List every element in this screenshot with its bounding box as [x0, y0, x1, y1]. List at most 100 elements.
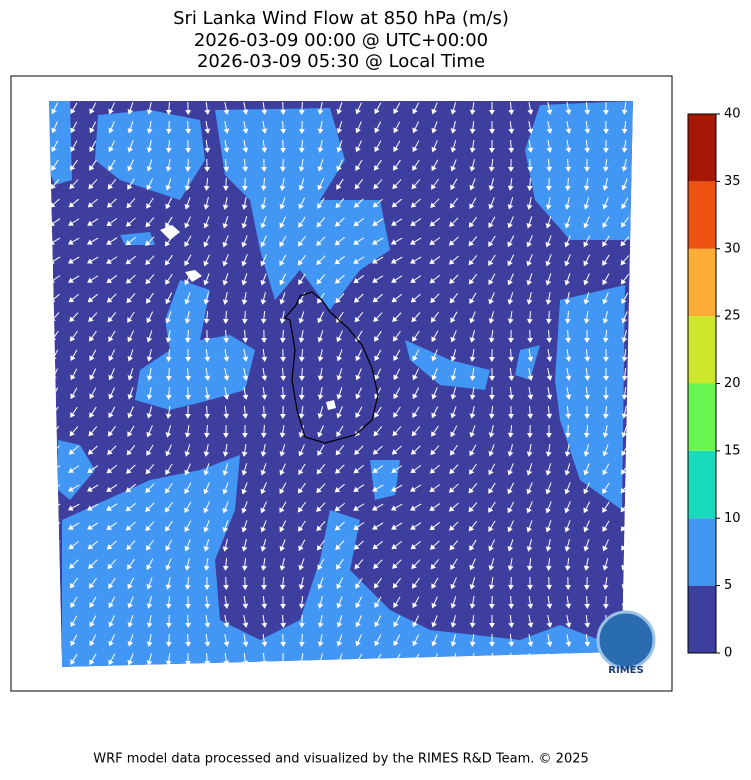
wind-arrow: [620, 216, 629, 228]
wind-arrow: [507, 558, 514, 571]
wind-arrow: [203, 520, 210, 533]
wind-arrow: [584, 652, 591, 666]
wind-arrow: [507, 444, 514, 457]
wind-arrow: [602, 520, 610, 533]
wind-arrow: [526, 539, 533, 552]
wind-arrow: [448, 236, 459, 246]
wind-arrow: [564, 292, 571, 305]
wind-arrow: [564, 235, 571, 248]
wind-arrow: [450, 596, 457, 609]
wind-arrow: [87, 218, 99, 226]
wind-arrow: [391, 198, 402, 208]
wind-arrow: [127, 615, 134, 628]
wind-arrow: [106, 522, 118, 531]
wind-arrow: [583, 463, 590, 476]
wind-arrow: [203, 216, 210, 229]
wind-arrow: [430, 198, 440, 209]
wind-arrow: [260, 292, 267, 305]
wind-arrow: [146, 121, 153, 134]
wind-arrow: [184, 254, 192, 267]
wind-arrow: [127, 368, 134, 381]
wind-arrow: [355, 368, 362, 381]
wind-arrow: [620, 236, 630, 247]
wind-arrow: [146, 292, 154, 304]
wind-arrow: [469, 178, 476, 191]
wind-arrow: [508, 405, 514, 419]
wind-arrow: [429, 274, 440, 284]
wind-arrow: [261, 595, 268, 609]
wind-arrow: [489, 633, 495, 647]
wind-arrow: [146, 387, 153, 400]
wind-arrow: [222, 482, 229, 495]
wind-arrow: [184, 292, 191, 305]
wind-arrow: [50, 179, 60, 190]
wind-arrow: [242, 387, 249, 400]
wind-arrow: [106, 293, 117, 303]
wind-arrow: [279, 576, 286, 590]
wind-arrow: [68, 218, 80, 226]
wind-arrow: [508, 139, 515, 153]
wind-arrow: [353, 198, 364, 208]
wind-arrow: [508, 633, 515, 647]
wind-arrow: [106, 217, 118, 227]
wind-arrow: [372, 293, 383, 303]
wind-arrow: [469, 386, 476, 400]
wind-arrow: [583, 197, 590, 210]
wind-arrow: [336, 140, 343, 153]
wind-arrow: [106, 540, 117, 550]
wind-arrow: [448, 255, 459, 265]
wind-arrow: [145, 236, 155, 247]
wind-arrow: [260, 254, 267, 267]
wind-arrow: [508, 614, 515, 628]
wind-arrow: [204, 329, 210, 343]
wind-arrow: [584, 158, 590, 172]
wind-arrow: [410, 218, 422, 226]
wind-arrow: [184, 558, 191, 571]
wind-arrow: [565, 615, 572, 628]
wind-arrow: [69, 159, 78, 171]
wind-arrow: [298, 577, 305, 590]
wind-arrow: [316, 255, 326, 266]
wind-arrow: [564, 310, 571, 324]
wind-arrow: [489, 101, 495, 115]
wind-arrow: [165, 348, 172, 362]
wind-arrow: [127, 311, 135, 323]
wind-arrow: [241, 235, 248, 248]
wind-arrow: [583, 558, 590, 571]
wind-arrow: [127, 349, 134, 362]
wind-arrow: [583, 254, 591, 267]
wind-arrow: [335, 558, 344, 570]
colorbar-segment: [688, 248, 716, 317]
wind-arrow: [507, 254, 515, 267]
wind-arrow: [203, 424, 210, 438]
wind-arrow: [412, 596, 420, 609]
wind-arrow: [450, 425, 458, 438]
wind-arrow: [317, 596, 324, 609]
wind-arrow: [390, 256, 403, 264]
wind-arrow: [184, 424, 191, 438]
wind-arrow: [527, 158, 534, 172]
wind-arrow: [204, 405, 211, 419]
wind-arrow: [223, 121, 230, 134]
wind-arrow: [68, 293, 79, 303]
wind-arrow: [298, 558, 305, 571]
wind-arrow: [106, 464, 118, 474]
wind-arrow: [431, 102, 438, 115]
wind-arrow: [508, 348, 515, 362]
wind-arrow: [507, 273, 514, 286]
wind-arrow: [336, 425, 344, 437]
wind-arrow: [488, 405, 495, 419]
wind-arrow: [298, 444, 305, 457]
wind-arrow: [334, 464, 345, 474]
wind-arrow: [203, 310, 210, 324]
wind-arrow: [621, 596, 628, 609]
wind-arrow: [448, 483, 459, 493]
wind-arrow: [411, 179, 421, 190]
wind-arrow: [469, 577, 476, 590]
wind-arrow: [583, 444, 590, 457]
wind-arrow: [488, 576, 495, 590]
wind-arrow: [546, 595, 553, 609]
wind-arrow: [450, 178, 458, 191]
wind-arrow: [371, 256, 384, 264]
wind-arrow: [527, 595, 534, 609]
